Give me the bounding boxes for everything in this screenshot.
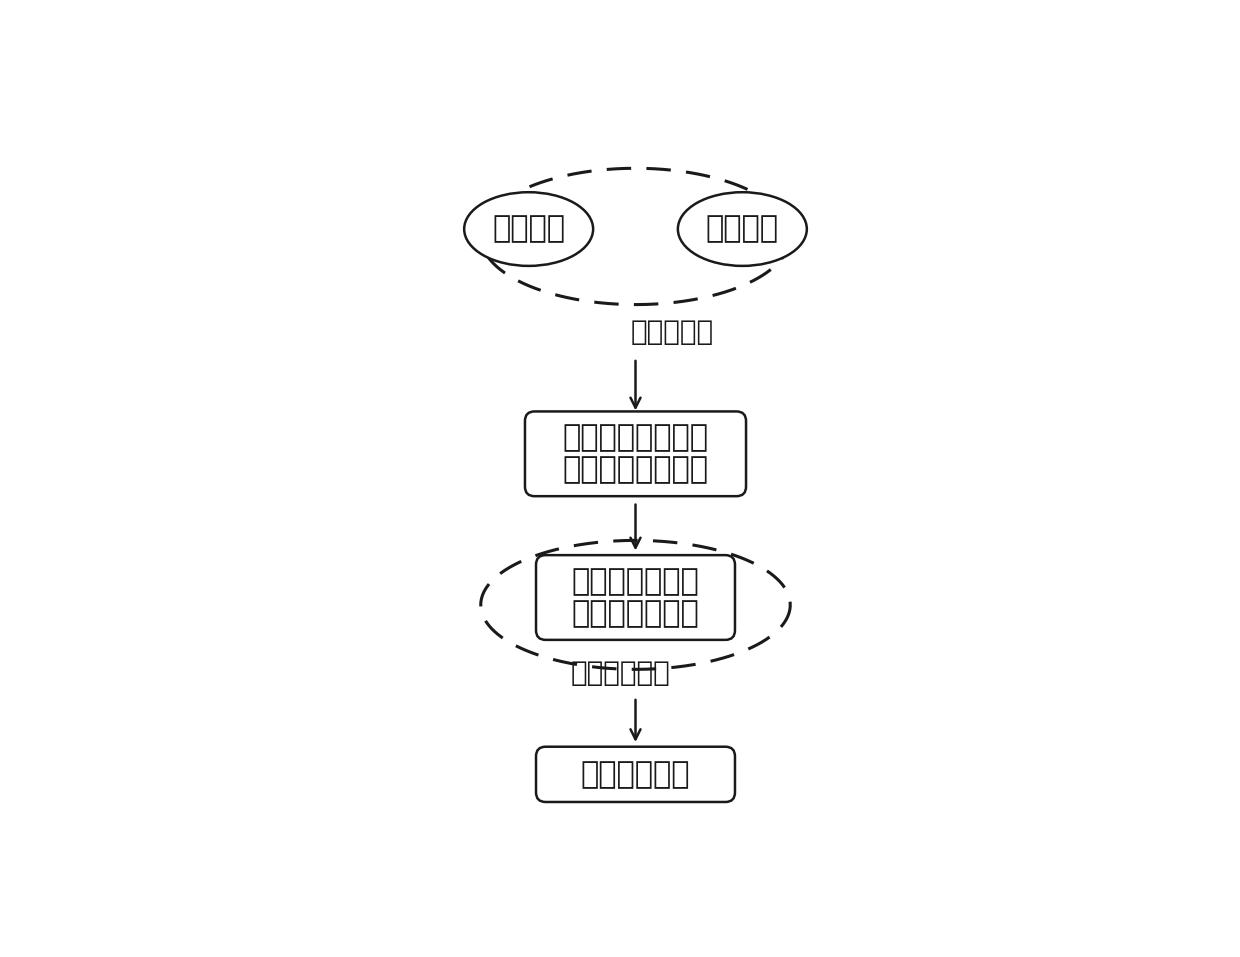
Text: 顾及矢量目标顶点: 顾及矢量目标顶点 <box>563 423 708 452</box>
Ellipse shape <box>678 192 807 266</box>
Text: 集顶点总数均衡: 集顶点总数均衡 <box>572 599 699 628</box>
Text: 高效并行计算: 高效并行计算 <box>580 760 691 789</box>
Text: 数的均衡划分方法: 数的均衡划分方法 <box>563 456 708 484</box>
Text: 方向关系: 方向关系 <box>492 214 565 244</box>
FancyBboxPatch shape <box>536 746 735 802</box>
FancyBboxPatch shape <box>536 555 735 640</box>
FancyBboxPatch shape <box>525 412 746 496</box>
Text: 度量关系: 度量关系 <box>706 214 779 244</box>
Ellipse shape <box>464 192 593 266</box>
Text: 任务负载均衡: 任务负载均衡 <box>570 659 671 687</box>
Text: 计算密集型: 计算密集型 <box>631 319 714 346</box>
Text: 各进程矢量目标: 各进程矢量目标 <box>572 567 699 596</box>
